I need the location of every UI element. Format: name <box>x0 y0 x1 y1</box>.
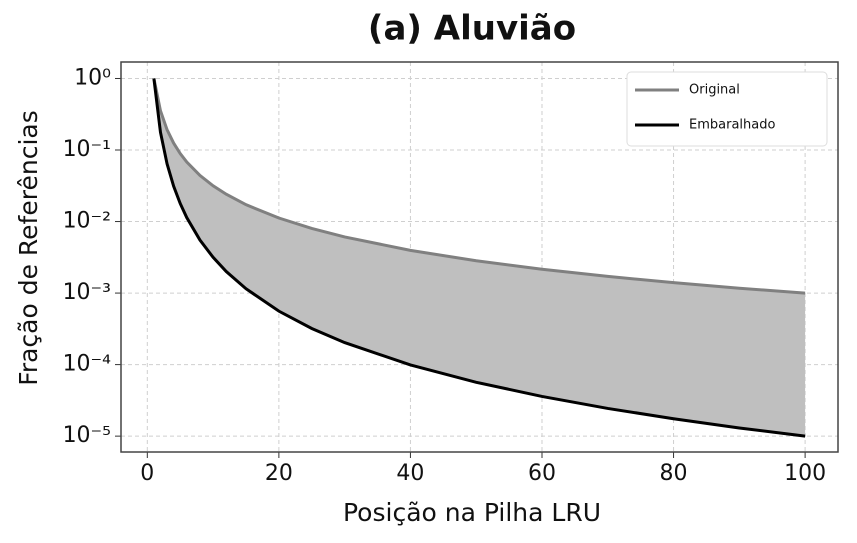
legend: Original Embaralhado <box>626 71 828 147</box>
x-tick-label: 80 <box>660 461 688 486</box>
y-tick-label: 10⁰ <box>74 65 111 90</box>
series-line <box>152 78 806 438</box>
legend-label: Original <box>689 83 740 98</box>
x-tick-label: 40 <box>396 461 424 486</box>
chart-title: (a) Aluvião <box>368 9 576 49</box>
x-tick-label: 20 <box>265 461 293 486</box>
legend-label: Embaralhado <box>689 118 775 133</box>
x-tick-label: 0 <box>140 461 154 486</box>
y-tick-label: 10⁻⁵ <box>63 423 111 448</box>
series-line <box>152 78 806 295</box>
y-tick-label: 10⁻¹ <box>63 137 111 162</box>
y-tick-label: 10⁻² <box>63 209 111 234</box>
x-tick-label: 60 <box>528 461 556 486</box>
y-tick-label: 10⁻⁴ <box>63 352 112 377</box>
x-axis-label: Posição na Pilha LRU <box>343 498 601 527</box>
y-tick-label: 10⁻³ <box>63 280 111 305</box>
x-tick-label: 100 <box>784 461 826 486</box>
plot-frame <box>120 61 839 453</box>
y-axis-label: Fração de Referências <box>14 110 43 385</box>
fill-between <box>153 78 806 437</box>
